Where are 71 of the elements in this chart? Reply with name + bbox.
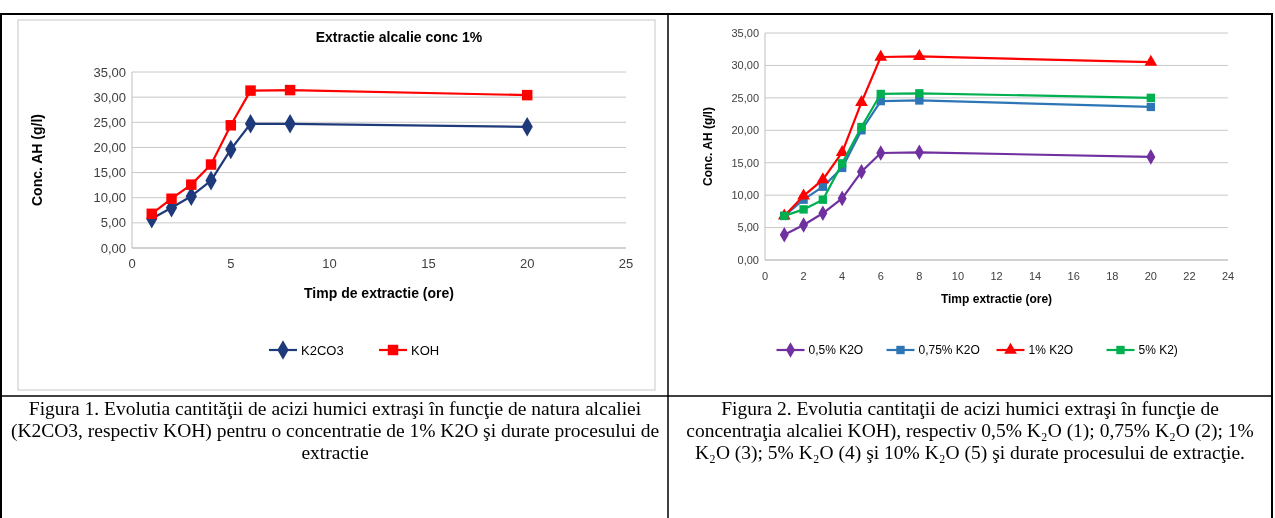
y-tick-label: 30,00 — [731, 59, 759, 72]
point — [1144, 54, 1158, 66]
point — [284, 84, 296, 96]
chart-title: Extractie alcalie conc 1% — [315, 29, 483, 45]
x-tick-label: 8 — [916, 270, 923, 282]
point — [835, 145, 849, 157]
y-tick-label: 10,00 — [731, 188, 759, 201]
point — [857, 122, 866, 132]
point — [186, 179, 197, 190]
point — [837, 159, 847, 168]
y-tick-label: 0,00 — [737, 253, 759, 266]
x-axis-title: Timp de extractie (ore) — [304, 285, 454, 301]
point — [876, 89, 885, 99]
x-tick-label: 25 — [618, 256, 634, 271]
x-tick-label: 2 — [800, 270, 807, 282]
y-tick-label: 35,00 — [731, 26, 759, 39]
point — [797, 188, 810, 200]
point — [818, 195, 828, 204]
point — [855, 95, 868, 107]
point — [245, 85, 256, 96]
y-tick-label: 20,00 — [93, 139, 126, 155]
point — [799, 205, 808, 214]
legend-label: K2CO3 — [301, 342, 344, 358]
point — [915, 89, 924, 98]
x-tick-label: 22 — [1183, 270, 1196, 282]
y-tick-label: 15,00 — [93, 165, 126, 181]
y-tick-label: 30,00 — [93, 89, 126, 105]
y-tick-label: 5,00 — [100, 215, 126, 231]
legend-label: 0,75% K2O — [918, 343, 980, 358]
x-tick-label: 5 — [227, 256, 235, 271]
x-tick-label: 0 — [761, 270, 769, 282]
x-tick-label: 6 — [877, 270, 884, 282]
point — [1146, 102, 1156, 112]
x-tick-label: 14 — [1028, 270, 1042, 282]
text: Figura 1. Evolutia cantităţii de acizi humici extraşi în funcţie de natura alcaliei (K2CO3, respectiv KOH) pentru o concentratie de 1% K2O şi durate procesului de extractie — [9, 398, 661, 464]
text: Figura 2. Evolutia cantitaţii de acizi humici extraşi în funcţie de concentraţia alcaliei KOH), respectiv 0,5% K₂O (1); 0,75% K₂O (2); 1% K₂O (3); 5% K₂O (4) şi 10% K₂O (5) şi durate procesului de extracţie. — [685, 398, 1255, 464]
point — [521, 89, 533, 101]
point — [205, 159, 217, 170]
x-tick-label: 10 — [951, 270, 965, 282]
x-axis-title: Timp extractie (ore) — [940, 292, 1053, 306]
y-tick-label: 25,00 — [93, 114, 126, 130]
legend-label: KOH — [411, 342, 440, 358]
x-tick-label: 10 — [322, 256, 337, 271]
x-tick-label: 20 — [1144, 270, 1157, 282]
y-tick-label: 35,00 — [93, 64, 126, 80]
point — [225, 120, 237, 131]
y-tick-label: 0,00 — [100, 240, 126, 256]
y-tick-label: 10,00 — [93, 190, 126, 206]
y-tick-label: 5,00 — [737, 221, 759, 234]
y-tick-label: 25,00 — [731, 91, 759, 104]
point — [146, 208, 157, 220]
legend-label: 1% K2O — [1028, 343, 1074, 358]
y-tick-label: 20,00 — [731, 124, 759, 137]
y-axis-title: Conc. AH (g/l) — [29, 113, 45, 207]
x-tick-label: 18 — [1106, 270, 1119, 282]
y-axis-title: Conc. AH (g/l) — [701, 107, 715, 186]
point — [816, 172, 830, 184]
legend-label: 5% K2) — [1138, 343, 1178, 358]
legend-label: 0,5% K2O — [808, 343, 864, 358]
x-tick-label: 12 — [990, 270, 1003, 282]
point — [874, 49, 888, 61]
x-tick-label: 20 — [519, 256, 535, 271]
point — [912, 49, 926, 61]
x-tick-label: 16 — [1067, 270, 1080, 282]
x-tick-label: 0 — [128, 256, 136, 271]
x-tick-label: 15 — [421, 256, 436, 271]
x-tick-label: 4 — [839, 270, 846, 282]
point — [1146, 93, 1156, 103]
y-tick-label: 15,00 — [731, 156, 759, 169]
point — [166, 193, 177, 204]
x-tick-label: 24 — [1221, 270, 1235, 282]
